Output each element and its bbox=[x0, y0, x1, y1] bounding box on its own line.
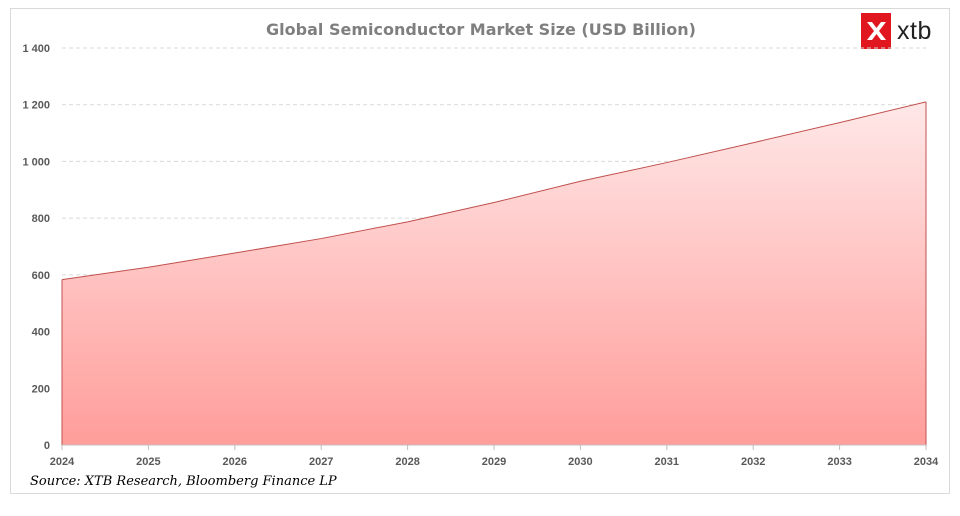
x-tick-label: 2026 bbox=[223, 456, 247, 468]
series-line bbox=[61, 101, 927, 281]
x-tick-label: 2034 bbox=[914, 456, 939, 468]
chart-title: Global Semiconductor Market Size (USD Bi… bbox=[266, 20, 696, 39]
logo-text: xtb bbox=[897, 16, 932, 45]
y-tick-label: 1 400 bbox=[22, 43, 50, 55]
area-fill bbox=[62, 101, 926, 445]
y-tick-label: 600 bbox=[32, 270, 50, 282]
source-note: Source: XTB Research, Bloomberg Finance … bbox=[30, 474, 337, 489]
x-tick-label: 2029 bbox=[482, 456, 506, 468]
xtb-logo: xtb bbox=[861, 13, 932, 49]
y-tick-label: 0 bbox=[44, 440, 50, 452]
y-tick-label: 1 200 bbox=[22, 100, 50, 112]
x-tick-label: 2025 bbox=[136, 456, 160, 468]
x-tick-label: 2027 bbox=[309, 456, 333, 468]
y-tick-label: 800 bbox=[32, 213, 50, 225]
y-tick-label: 1 000 bbox=[22, 156, 50, 168]
y-tick-label: 400 bbox=[32, 327, 50, 339]
x-tick-label: 2032 bbox=[741, 456, 765, 468]
x-tick-label: 2033 bbox=[827, 456, 851, 468]
x-tick-label: 2028 bbox=[395, 456, 419, 468]
x-tick-label: 2030 bbox=[568, 456, 592, 468]
x-tick-label: 2024 bbox=[50, 456, 75, 468]
y-tick-label: 200 bbox=[32, 383, 50, 395]
x-tick-label: 2031 bbox=[655, 456, 679, 468]
x-mark-icon bbox=[861, 13, 891, 49]
